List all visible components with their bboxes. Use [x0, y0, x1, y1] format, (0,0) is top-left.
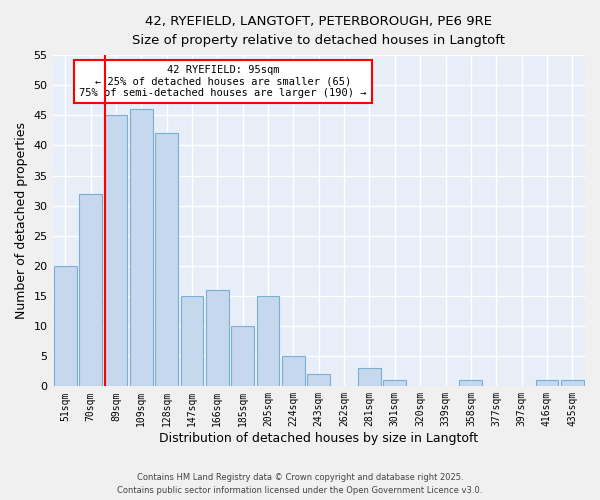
Bar: [282, 356, 305, 386]
Title: 42, RYEFIELD, LANGTOFT, PETERBOROUGH, PE6 9RE
Size of property relative to detac: 42, RYEFIELD, LANGTOFT, PETERBOROUGH, PE…: [132, 15, 505, 47]
Bar: [460, 380, 482, 386]
Bar: [307, 374, 330, 386]
Bar: [79, 194, 102, 386]
Bar: [257, 296, 280, 386]
Bar: [54, 266, 77, 386]
Bar: [206, 290, 229, 386]
Bar: [155, 134, 178, 386]
Bar: [181, 296, 203, 386]
Y-axis label: Number of detached properties: Number of detached properties: [15, 122, 28, 319]
Bar: [536, 380, 559, 386]
Text: Contains HM Land Registry data © Crown copyright and database right 2025.
Contai: Contains HM Land Registry data © Crown c…: [118, 474, 482, 495]
Text: 42 RYEFIELD: 95sqm
← 25% of detached houses are smaller (65)
75% of semi-detache: 42 RYEFIELD: 95sqm ← 25% of detached hou…: [79, 65, 367, 98]
X-axis label: Distribution of detached houses by size in Langtoft: Distribution of detached houses by size …: [159, 432, 478, 445]
Bar: [130, 110, 152, 386]
Bar: [358, 368, 381, 386]
Bar: [231, 326, 254, 386]
Bar: [561, 380, 584, 386]
Bar: [383, 380, 406, 386]
Bar: [104, 116, 127, 386]
